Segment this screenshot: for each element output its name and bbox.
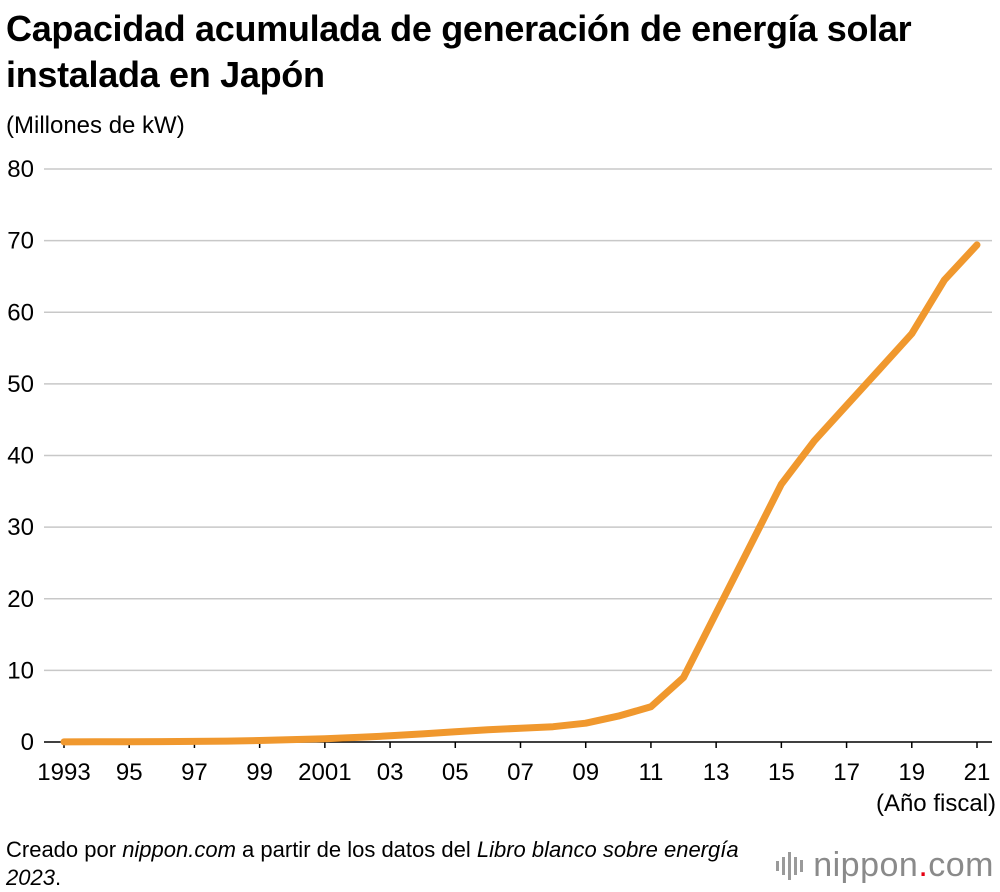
source-note: Creado por nippon.com a partir de los da…: [6, 836, 766, 892]
x-tick-label: 2001: [298, 759, 351, 786]
nippon-logo: nippon.com: [776, 846, 994, 885]
x-tick-label: 1993: [37, 759, 90, 786]
sound-wave-icon: [776, 850, 804, 882]
y-tick-label: 0: [21, 729, 34, 756]
x-tick-label: 19: [898, 759, 925, 786]
x-axis-label: (Año fiscal): [875, 790, 996, 817]
y-tick-label: 10: [7, 657, 34, 684]
x-tick-label: 17: [833, 759, 860, 786]
logo-text: nippon.com: [813, 846, 994, 885]
x-tick-label: 97: [181, 759, 208, 786]
y-tick-label: 30: [7, 514, 34, 541]
source-prefix: Creado por: [6, 837, 123, 862]
y-tick-label: 50: [7, 371, 34, 398]
x-tick-label: 03: [377, 759, 404, 786]
x-tick-label: 11: [638, 759, 663, 786]
x-tick-label: 09: [572, 759, 599, 786]
x-tick-label: 05: [442, 759, 469, 786]
y-tick-label: 60: [7, 299, 34, 326]
logo-dot: .: [918, 846, 929, 884]
chart-title: Capacidad acumulada de generación de ene…: [6, 8, 912, 95]
y-tick-label: 80: [7, 156, 34, 183]
series-line-0: [60, 241, 981, 746]
x-tick-label: 15: [768, 759, 795, 786]
x-tick-label: 13: [703, 759, 730, 786]
x-tick-label: 21: [964, 759, 991, 786]
source-suffix: .: [54, 865, 62, 890]
source-site: nippon.com: [122, 837, 236, 862]
source-middle: a partir de los datos del: [235, 837, 477, 862]
source-publication: Libro blanco sobre energía 2023: [6, 837, 739, 890]
y-tick-label: 70: [7, 228, 34, 255]
x-tick-label: 07: [507, 759, 534, 786]
x-tick-label: 95: [116, 759, 143, 786]
logo-tld: com: [928, 846, 994, 884]
y-tick-label: 20: [7, 586, 34, 613]
y-tick-label: 40: [7, 443, 34, 470]
logo-name: nippon: [813, 846, 919, 884]
x-tick-label: 99: [246, 759, 273, 786]
y-axis-label: (Millones de kW): [6, 112, 185, 139]
